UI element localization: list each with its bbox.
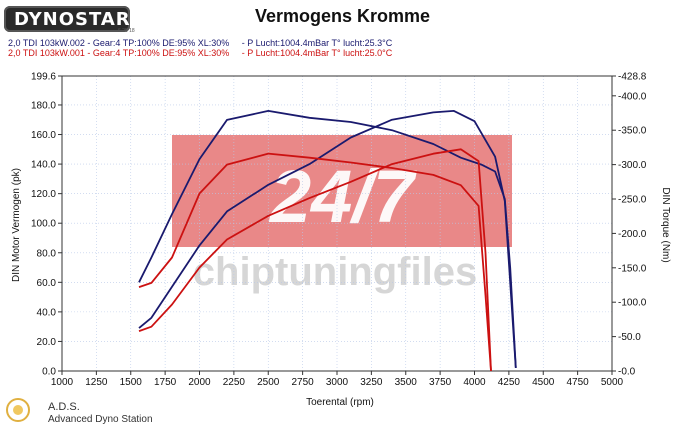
y2-tick-label: -100.0 bbox=[618, 298, 647, 309]
x-tick-label: 2500 bbox=[257, 377, 280, 388]
x-tick-label: 1500 bbox=[120, 377, 143, 388]
dynostar-logo: DYNOSTAR bbox=[4, 6, 130, 32]
run-legend-2: 2,0 TDI 103kW.001 - Gear:4 TP:100% DE:95… bbox=[8, 48, 393, 58]
x-tick-label: 4250 bbox=[498, 377, 521, 388]
y2-tick-label: -400.0 bbox=[618, 91, 647, 102]
y-tick-label: 160.0 bbox=[31, 130, 56, 141]
x-tick-label: 1250 bbox=[85, 377, 108, 388]
y-tick-label: 80.0 bbox=[37, 248, 57, 259]
y-tick-label: 20.0 bbox=[37, 337, 57, 348]
x-tick-label: 2750 bbox=[292, 377, 315, 388]
chart-title: Vermogens Kromme bbox=[254, 6, 431, 26]
y-tick-label: 180.0 bbox=[31, 100, 56, 111]
y2-tick-label: -50.0 bbox=[618, 332, 641, 343]
y2-tick-label: -300.0 bbox=[618, 160, 647, 171]
y-tick-label: 199.6 bbox=[31, 72, 56, 83]
x-tick-label: 3750 bbox=[429, 377, 452, 388]
watermark: 24/7 chiptuningfiles bbox=[172, 135, 512, 294]
footer-name: A.D.S. bbox=[48, 401, 80, 413]
x-axis-label: Toerental (rpm) bbox=[306, 397, 374, 408]
x-tick-label: 3250 bbox=[360, 377, 383, 388]
y-tick-label: 40.0 bbox=[37, 307, 57, 318]
x-tick-label: 3500 bbox=[395, 377, 418, 388]
y2-tick-label: -200.0 bbox=[618, 229, 647, 240]
axes: 1000 1250 1500 1750 2000 2250 2500 2750 3000 3250… bbox=[31, 72, 647, 389]
y-tick-label: 0.0 bbox=[42, 367, 56, 378]
x-tick-label: 2250 bbox=[223, 377, 246, 388]
footer-subtitle: Advanced Dyno Station bbox=[48, 414, 153, 425]
y-tick-label: 140.0 bbox=[31, 160, 56, 171]
y-tick-label: 120.0 bbox=[31, 189, 56, 200]
x-tick-label: 5000 bbox=[601, 377, 624, 388]
y2-axis-label: DIN Torque (Nm) bbox=[660, 187, 671, 262]
run-legend-1: 2,0 TDI 103kW.002 - Gear:4 TP:100% DE:95… bbox=[8, 38, 393, 48]
y2-tick-label: -350.0 bbox=[618, 126, 647, 137]
y2-tick-label: -150.0 bbox=[618, 263, 647, 274]
ads-logo bbox=[6, 398, 30, 422]
y2-tick-label: -428.8 bbox=[618, 72, 647, 83]
series-line-3-power bbox=[138, 148, 492, 372]
x-tick-label: 1750 bbox=[154, 377, 177, 388]
watermark-box bbox=[172, 135, 512, 247]
plot-frame bbox=[61, 75, 613, 372]
series-line-4-torque bbox=[138, 152, 492, 372]
logo-text: DYNOSTAR bbox=[14, 9, 131, 30]
y-axis-label: DIN Motor Vermogen (pk) bbox=[11, 168, 22, 282]
y2-tick-label: -0.0 bbox=[618, 367, 636, 378]
y-tick-label: 60.0 bbox=[37, 278, 57, 289]
x-tick-label: 1000 bbox=[51, 377, 74, 388]
series-line-1-power bbox=[138, 110, 517, 369]
x-tick-label: 4750 bbox=[567, 377, 590, 388]
y-tick-label: 100.0 bbox=[31, 219, 56, 230]
x-tick-label: 4000 bbox=[463, 377, 486, 388]
x-tick-label: 4500 bbox=[532, 377, 555, 388]
series-lines bbox=[138, 110, 517, 372]
y2-tick-label: -250.0 bbox=[618, 195, 647, 206]
watermark-big: 24/7 bbox=[268, 155, 418, 238]
series-line-2-torque bbox=[138, 110, 517, 368]
x-tick-label: 2000 bbox=[188, 377, 211, 388]
logo-version: 6.25 18 bbox=[118, 28, 135, 34]
x-tick-label: 3000 bbox=[326, 377, 349, 388]
watermark-small: chiptuningfiles bbox=[193, 250, 477, 294]
